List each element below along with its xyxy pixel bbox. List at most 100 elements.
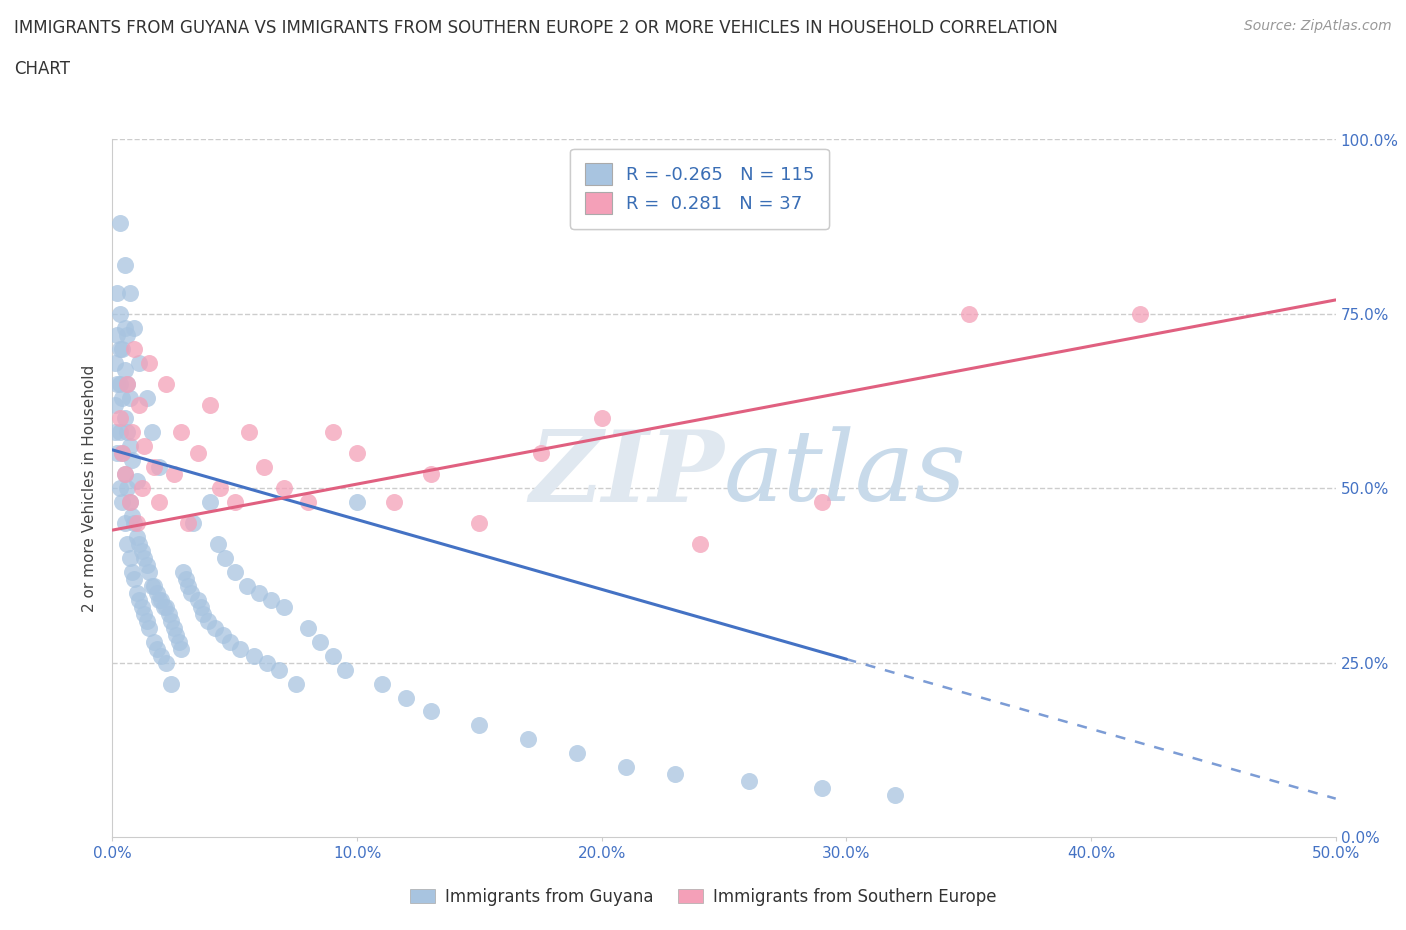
Point: [115, 327, 138, 342]
Point: [187, 445, 209, 460]
Point: [138, 355, 160, 370]
Point: [174, 571, 197, 587]
Point: [163, 620, 186, 635]
Point: [148, 495, 170, 510]
Point: [256, 656, 278, 671]
Point: [153, 600, 176, 615]
Point: [167, 634, 190, 649]
Point: [115, 537, 138, 551]
Point: [121, 453, 143, 468]
Point: [224, 495, 246, 510]
Point: [170, 425, 193, 440]
Point: [114, 411, 136, 426]
Point: [105, 376, 128, 391]
Point: [468, 718, 491, 733]
Point: [419, 467, 441, 482]
Point: [273, 481, 295, 496]
Point: [118, 286, 141, 300]
Point: [395, 690, 418, 705]
Point: [322, 425, 344, 440]
Point: [108, 341, 131, 356]
Point: [118, 439, 141, 454]
Point: [104, 355, 127, 370]
Legend: Immigrants from Guyana, Immigrants from Southern Europe: Immigrants from Guyana, Immigrants from …: [404, 881, 1002, 912]
Point: [104, 425, 127, 440]
Point: [114, 515, 136, 530]
Text: IMMIGRANTS FROM GUYANA VS IMMIGRANTS FROM SOUTHERN EUROPE 2 OR MORE VEHICLES IN : IMMIGRANTS FROM GUYANA VS IMMIGRANTS FRO…: [14, 19, 1057, 36]
Point: [884, 788, 907, 803]
Legend: R = -0.265   N = 115, R =  0.281   N = 37: R = -0.265 N = 115, R = 0.281 N = 37: [571, 149, 830, 229]
Point: [118, 391, 141, 405]
Point: [346, 495, 368, 510]
Point: [138, 565, 160, 579]
Point: [118, 495, 141, 510]
Text: atlas: atlas: [724, 427, 967, 522]
Point: [187, 592, 209, 607]
Point: [297, 620, 319, 635]
Text: Source: ZipAtlas.com: Source: ZipAtlas.com: [1244, 19, 1392, 33]
Point: [172, 565, 194, 579]
Point: [141, 425, 163, 440]
Point: [115, 376, 138, 391]
Point: [267, 662, 290, 677]
Point: [207, 537, 229, 551]
Point: [131, 481, 153, 496]
Point: [128, 537, 150, 551]
Point: [243, 648, 266, 663]
Point: [811, 781, 834, 796]
Point: [181, 515, 204, 530]
Point: [143, 460, 166, 474]
Point: [145, 642, 167, 657]
Point: [108, 216, 131, 231]
Point: [108, 425, 131, 440]
Point: [111, 445, 134, 460]
Point: [145, 586, 167, 601]
Point: [118, 495, 141, 510]
Point: [108, 411, 131, 426]
Point: [155, 600, 177, 615]
Point: [121, 565, 143, 579]
Point: [333, 662, 356, 677]
Point: [177, 515, 200, 530]
Point: [134, 606, 156, 621]
Point: [135, 558, 157, 573]
Point: [529, 445, 551, 460]
Point: [273, 600, 295, 615]
Point: [111, 495, 134, 510]
Point: [567, 746, 589, 761]
Point: [197, 614, 219, 629]
Point: [664, 766, 686, 781]
Point: [370, 676, 392, 691]
Point: [134, 551, 156, 565]
Point: [124, 320, 146, 336]
Point: [143, 578, 166, 593]
Point: [204, 620, 226, 635]
Point: [346, 445, 368, 460]
Y-axis label: 2 or more Vehicles in Household: 2 or more Vehicles in Household: [82, 365, 97, 612]
Point: [124, 515, 146, 530]
Point: [114, 467, 136, 482]
Point: [219, 634, 242, 649]
Point: [468, 515, 491, 530]
Point: [128, 397, 150, 412]
Point: [614, 760, 637, 775]
Point: [111, 341, 134, 356]
Point: [160, 676, 183, 691]
Point: [125, 515, 148, 530]
Point: [114, 258, 136, 272]
Point: [125, 474, 148, 489]
Point: [253, 460, 276, 474]
Point: [238, 425, 260, 440]
Point: [297, 495, 319, 510]
Point: [517, 732, 540, 747]
Point: [104, 397, 127, 412]
Text: ZIP: ZIP: [529, 426, 724, 523]
Point: [114, 320, 136, 336]
Point: [209, 481, 232, 496]
Point: [131, 600, 153, 615]
Point: [957, 307, 980, 322]
Point: [148, 460, 170, 474]
Point: [134, 439, 156, 454]
Point: [200, 495, 222, 510]
Point: [155, 656, 177, 671]
